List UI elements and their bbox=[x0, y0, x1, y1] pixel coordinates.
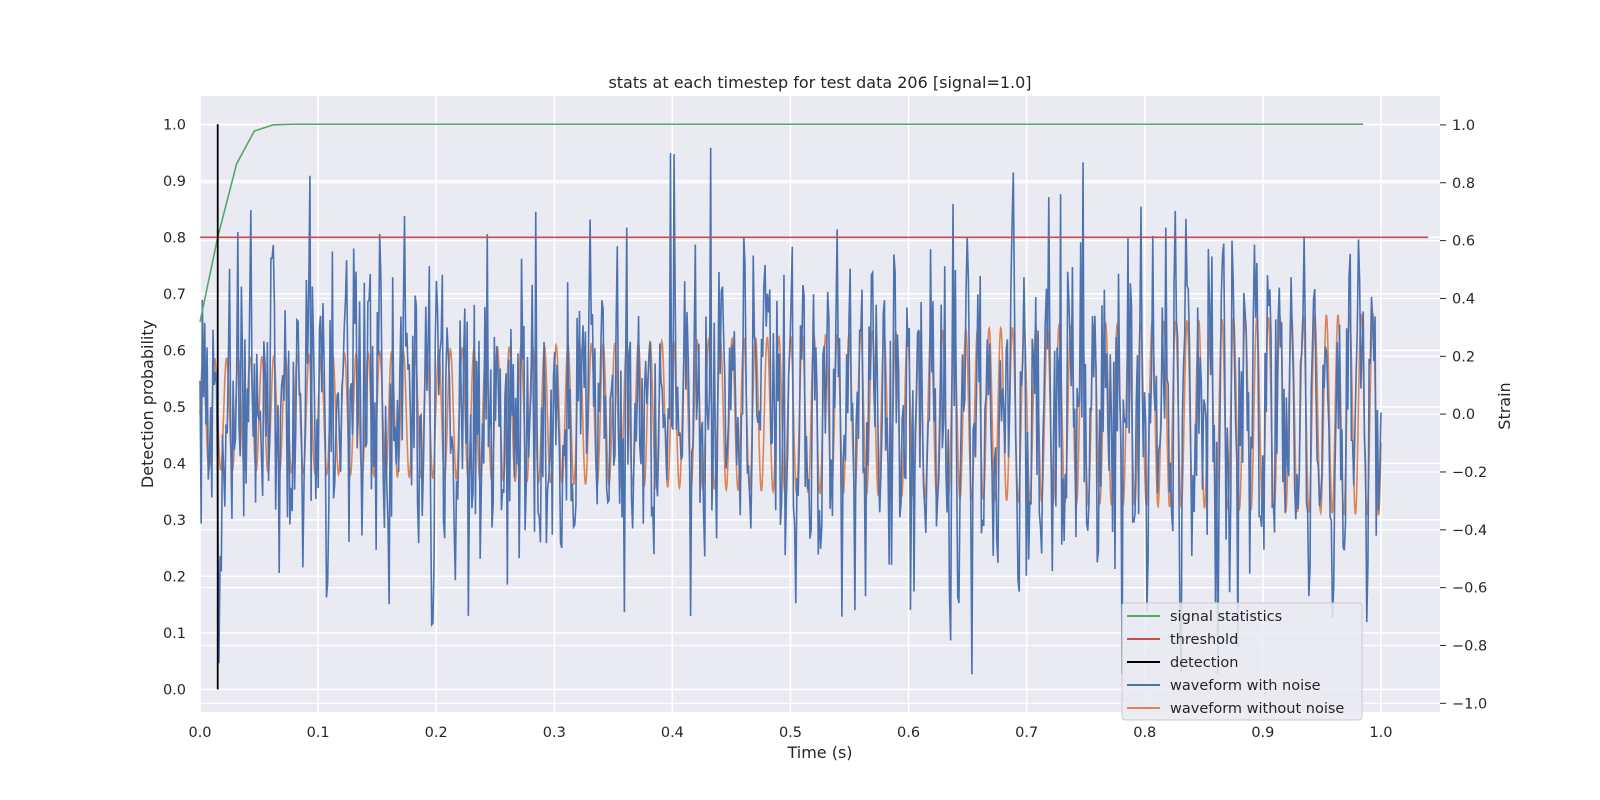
y-right-axis-ticks: −1.0 −0.8 −0.6 −0.4 −0.2 0.0 0.2 0.4 0.6 0.8 1.0 bbox=[1440, 118, 1487, 712]
x-tick-label: 0.4 bbox=[661, 725, 684, 741]
y-right-tick-label: 0.4 bbox=[1452, 291, 1475, 307]
y-right-tick-label: 1.0 bbox=[1452, 118, 1475, 134]
y-left-tick-label: 0.2 bbox=[163, 569, 186, 585]
y-right-tick-label: −0.6 bbox=[1452, 581, 1487, 597]
y-left-tick-label: 0.3 bbox=[163, 513, 186, 529]
y-left-tick-label: 0.4 bbox=[163, 456, 186, 472]
x-tick-label: 0.5 bbox=[779, 725, 802, 741]
legend-label-threshold: threshold bbox=[1170, 632, 1238, 648]
y-right-tick-label: −0.4 bbox=[1452, 523, 1487, 539]
y-left-tick-label: 0.7 bbox=[163, 287, 186, 303]
y-right-tick-label: 0.8 bbox=[1452, 176, 1475, 192]
y-right-tick-label: −0.8 bbox=[1452, 638, 1487, 654]
y-right-axis-label: Strain bbox=[1495, 382, 1514, 429]
y-left-tick-label: 0.1 bbox=[163, 626, 186, 642]
y-left-tick-label: 1.0 bbox=[163, 117, 186, 133]
x-tick-label: 0.1 bbox=[307, 725, 330, 741]
series-signal-statistics bbox=[199, 123, 1364, 323]
y-right-tick-label: −1.0 bbox=[1452, 696, 1487, 712]
y-right-tick-label: 0.0 bbox=[1452, 407, 1475, 423]
legend-box bbox=[1121, 602, 1363, 721]
x-tick-label: 0.9 bbox=[1251, 725, 1274, 741]
x-axis-label: Time (s) bbox=[786, 743, 852, 762]
x-tick-label: 0.3 bbox=[543, 725, 566, 741]
x-tick-label: 1.0 bbox=[1369, 725, 1392, 741]
y-right-tick-label: −0.2 bbox=[1452, 465, 1487, 481]
y-left-tick-label: 0.0 bbox=[163, 682, 186, 698]
x-tick-label: 0.0 bbox=[188, 725, 211, 741]
y-left-tick-label: 0.6 bbox=[163, 343, 186, 359]
legend-label-waveform-without-noise: waveform without noise bbox=[1170, 701, 1344, 717]
legend-label-signal-statistics: signal statistics bbox=[1170, 609, 1282, 625]
legend-label-detection: detection bbox=[1170, 655, 1238, 671]
legend-label-waveform-with-noise: waveform with noise bbox=[1170, 678, 1321, 694]
y-left-axis-ticks: 0.0 0.1 0.2 0.3 0.4 0.5 0.6 0.7 0.8 0.9 1.0 bbox=[163, 117, 186, 698]
y-left-tick-label: 0.8 bbox=[163, 230, 186, 246]
x-axis-ticks: 0.0 0.1 0.2 0.3 0.4 0.5 0.6 0.7 0.8 0.9 1.0 bbox=[188, 725, 1392, 741]
y-right-tick-label: 0.2 bbox=[1452, 349, 1475, 365]
legend: signal statistics threshold detection wa… bbox=[1121, 602, 1363, 721]
x-tick-label: 0.8 bbox=[1133, 725, 1156, 741]
line-signal-statistics bbox=[199, 123, 1364, 323]
x-tick-label: 0.6 bbox=[897, 725, 920, 741]
chart-title: stats at each timestep for test data 206… bbox=[608, 73, 1031, 92]
x-tick-label: 0.7 bbox=[1015, 725, 1038, 741]
y-left-tick-label: 0.5 bbox=[163, 400, 186, 416]
y-left-axis-label: Detection probability bbox=[138, 320, 157, 488]
y-right-tick-label: 0.6 bbox=[1452, 234, 1475, 250]
x-tick-label: 0.2 bbox=[425, 725, 448, 741]
series-waveform-with-noise bbox=[199, 147, 1382, 675]
line-waveform-with-noise bbox=[199, 147, 1382, 675]
y-left-tick-label: 0.9 bbox=[163, 174, 186, 190]
